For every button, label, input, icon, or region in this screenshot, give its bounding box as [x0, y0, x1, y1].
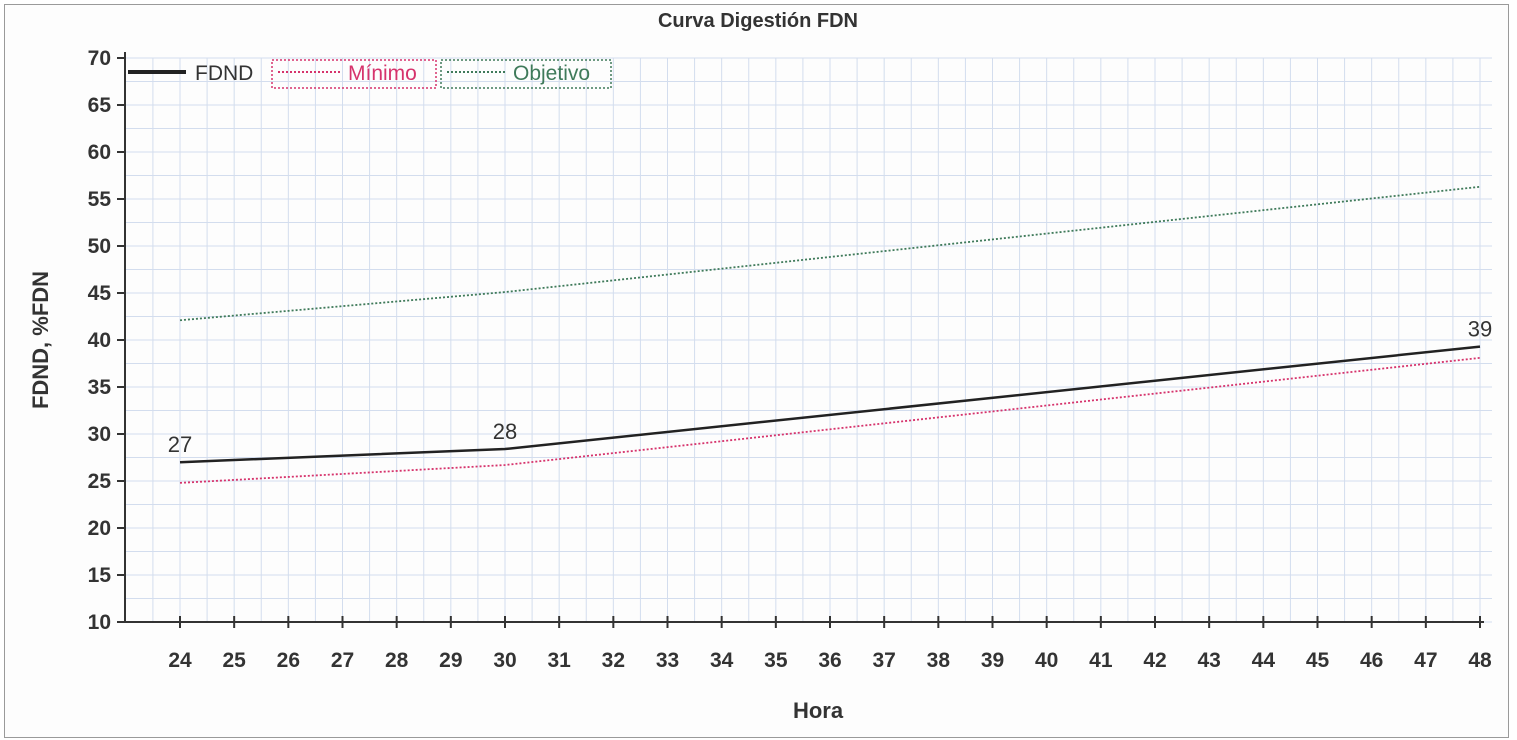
- x-tick-label: 28: [385, 649, 409, 672]
- x-axis-ticks: 24 25 26 27 28 29 30 31 32 33 34 35 36 37 38 39 40 41 42 43…: [168, 616, 1492, 672]
- y-tick-label: 40: [88, 329, 111, 352]
- x-tick-label: 29: [439, 649, 462, 672]
- legend-label-minimo: Mínimo: [348, 62, 417, 85]
- y-tick-label: 60: [88, 141, 111, 164]
- x-tick-label: 39: [981, 649, 1004, 672]
- x-tick-label: 41: [1089, 649, 1113, 672]
- y-axis-ticks: 10 15 20 25 30 35 40 45 50 55 60 65 70: [88, 47, 125, 634]
- y-axis-title: FDND, %FDN: [28, 271, 53, 409]
- x-tick-label: 25: [222, 649, 246, 672]
- legend-box-minimo: [271, 59, 437, 89]
- x-tick-label: 35: [764, 649, 788, 672]
- x-tick-label: 42: [1143, 649, 1166, 672]
- y-tick-label: 50: [88, 235, 111, 258]
- chart-title: Curva Digestión FDN: [658, 10, 858, 32]
- x-tick-label: 26: [277, 649, 300, 672]
- y-tick-label: 30: [88, 423, 111, 446]
- legend-box-objetivo: [440, 59, 612, 89]
- x-axis-title: Hora: [793, 698, 844, 723]
- y-tick-label: 55: [88, 188, 112, 211]
- y-tick-label: 35: [88, 376, 112, 399]
- x-tick-label: 33: [656, 649, 679, 672]
- data-label: 39: [1468, 317, 1492, 342]
- x-tick-label: 24: [168, 649, 192, 672]
- data-labels: 27 28 39: [168, 317, 1492, 458]
- x-tick-label: 43: [1197, 649, 1220, 672]
- data-label: 28: [493, 419, 517, 444]
- y-tick-label: 65: [88, 94, 112, 117]
- x-tick-label: 34: [710, 649, 734, 672]
- x-tick-label: 31: [547, 649, 571, 672]
- y-tick-label: 15: [88, 564, 112, 587]
- axes: [124, 52, 1484, 623]
- y-tick-label: 70: [88, 47, 111, 70]
- x-tick-label: 47: [1414, 649, 1437, 672]
- x-tick-label: 46: [1360, 649, 1383, 672]
- x-tick-label: 45: [1306, 649, 1330, 672]
- legend-label-fdnd: FDND: [195, 62, 253, 85]
- x-tick-label: 38: [927, 649, 951, 672]
- series-line-objetivo: [179, 185, 1481, 322]
- x-tick-label: 44: [1252, 649, 1276, 672]
- x-tick-label: 32: [602, 649, 625, 672]
- grid: [125, 57, 1492, 623]
- x-tick-label: 30: [493, 649, 516, 672]
- x-tick-label: 27: [331, 649, 354, 672]
- x-tick-label: 48: [1468, 649, 1492, 672]
- y-tick-label: 25: [88, 470, 112, 493]
- y-tick-label: 10: [88, 611, 111, 634]
- legend-label-objetivo: Objetivo: [513, 62, 590, 85]
- x-tick-label: 37: [872, 649, 895, 672]
- data-label: 27: [168, 432, 192, 457]
- y-tick-label: 20: [88, 517, 111, 540]
- series-lines: [179, 185, 1481, 484]
- x-tick-label: 36: [818, 649, 841, 672]
- legend[interactable]: FDND Mínimo Objetivo: [128, 59, 612, 89]
- y-tick-label: 45: [88, 282, 112, 305]
- x-tick-label: 40: [1035, 649, 1058, 672]
